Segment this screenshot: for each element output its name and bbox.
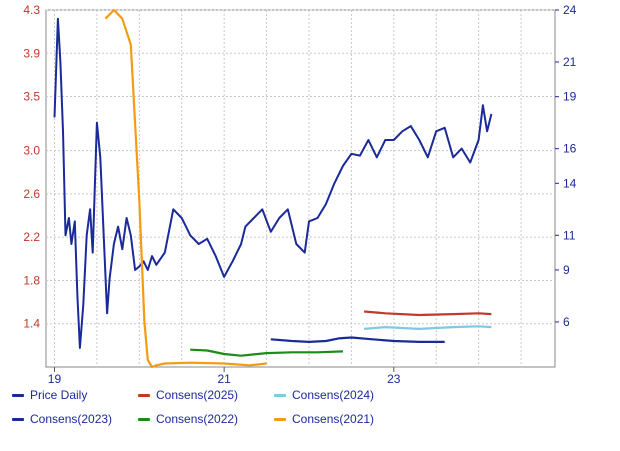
legend-label: Price Daily xyxy=(30,388,88,402)
left-tick-label: 2.2 xyxy=(23,230,40,244)
left-tick-label: 2.6 xyxy=(23,187,40,201)
legend-swatch xyxy=(12,393,24,397)
legend-label: Consens(2022) xyxy=(156,412,239,426)
left-tick-label: 3.9 xyxy=(23,46,40,60)
left-tick-label: 4.3 xyxy=(23,3,40,17)
right-axis: 24 21 19 16 14 11 9 6 xyxy=(555,3,577,329)
legend-label: Consens(2021) xyxy=(292,412,375,426)
series-line-consens-2021 xyxy=(104,8,267,369)
legend-label: Consens(2025) xyxy=(156,388,239,402)
legend-swatch xyxy=(12,417,24,421)
x-tick-label: 21 xyxy=(217,372,231,386)
right-tick-label: 21 xyxy=(563,55,577,69)
left-tick-label: 1.8 xyxy=(23,273,40,287)
series-line-price-daily xyxy=(53,17,493,349)
right-tick-label: 11 xyxy=(563,228,576,242)
series-line-consens-2022 xyxy=(190,348,343,357)
right-tick-label: 6 xyxy=(563,315,570,329)
legend-swatch xyxy=(138,417,150,421)
legend-swatch xyxy=(274,417,286,421)
legend-item: Price Daily xyxy=(12,388,87,402)
plot-area xyxy=(45,9,556,368)
left-tick-label: 1.4 xyxy=(23,317,40,331)
legend-item: Consens(2021) xyxy=(274,412,374,426)
series-line-consens-2023 xyxy=(270,336,445,343)
legend-item: Consens(2023) xyxy=(12,412,112,426)
legend-swatch xyxy=(274,393,286,397)
right-tick-label: 19 xyxy=(563,90,577,104)
x-tick-label: 23 xyxy=(387,372,401,386)
legend-label: Consens(2023) xyxy=(30,412,113,426)
right-tick-label: 9 xyxy=(563,263,570,277)
series-line-consens-2024 xyxy=(364,325,492,330)
right-tick-label: 24 xyxy=(563,3,577,17)
legend-item: Consens(2024) xyxy=(274,388,374,402)
series-line-consens-2025 xyxy=(364,310,492,317)
left-tick-label: 3.5 xyxy=(23,90,40,104)
left-tick-label: 3.0 xyxy=(23,144,40,158)
legend-item: Consens(2022) xyxy=(138,412,238,426)
legend-swatch xyxy=(138,393,150,397)
right-tick-label: 16 xyxy=(563,142,577,156)
legend: Price Daily Consens(2025) Consens(2024) Con… xyxy=(12,388,612,436)
x-axis: 19 21 23 xyxy=(48,367,401,386)
left-axis: 4.3 3.9 3.5 3.0 2.6 2.2 1.8 1.4 xyxy=(23,3,40,331)
x-tick-label: 19 xyxy=(48,372,62,386)
right-tick-label: 14 xyxy=(563,176,577,190)
legend-label: Consens(2024) xyxy=(292,388,375,402)
series-layer xyxy=(53,8,493,369)
legend-item: Consens(2025) xyxy=(138,388,238,402)
